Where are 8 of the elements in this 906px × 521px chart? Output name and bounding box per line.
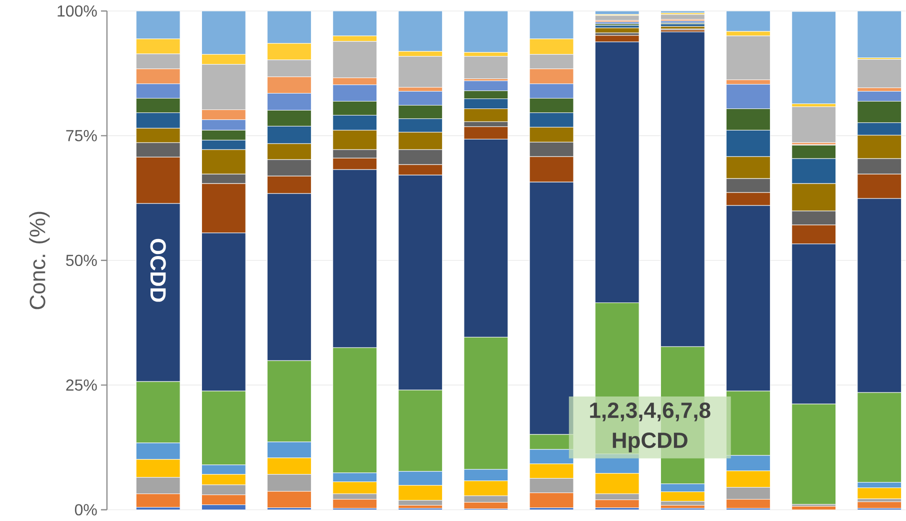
y-tick-label: 75% [66, 130, 97, 142]
y-tick-label: 25% [66, 380, 97, 391]
y-tick-label: 0% [74, 504, 97, 516]
annotation: OCDD [150, 239, 166, 302]
y-tick-label: 100% [58, 5, 97, 17]
y-tick-label: 50% [66, 254, 97, 266]
y-axis-title: Conc. (%) [29, 212, 50, 310]
annotation: 1,2,3,4,6,7,8 HpCDD [590, 402, 710, 453]
